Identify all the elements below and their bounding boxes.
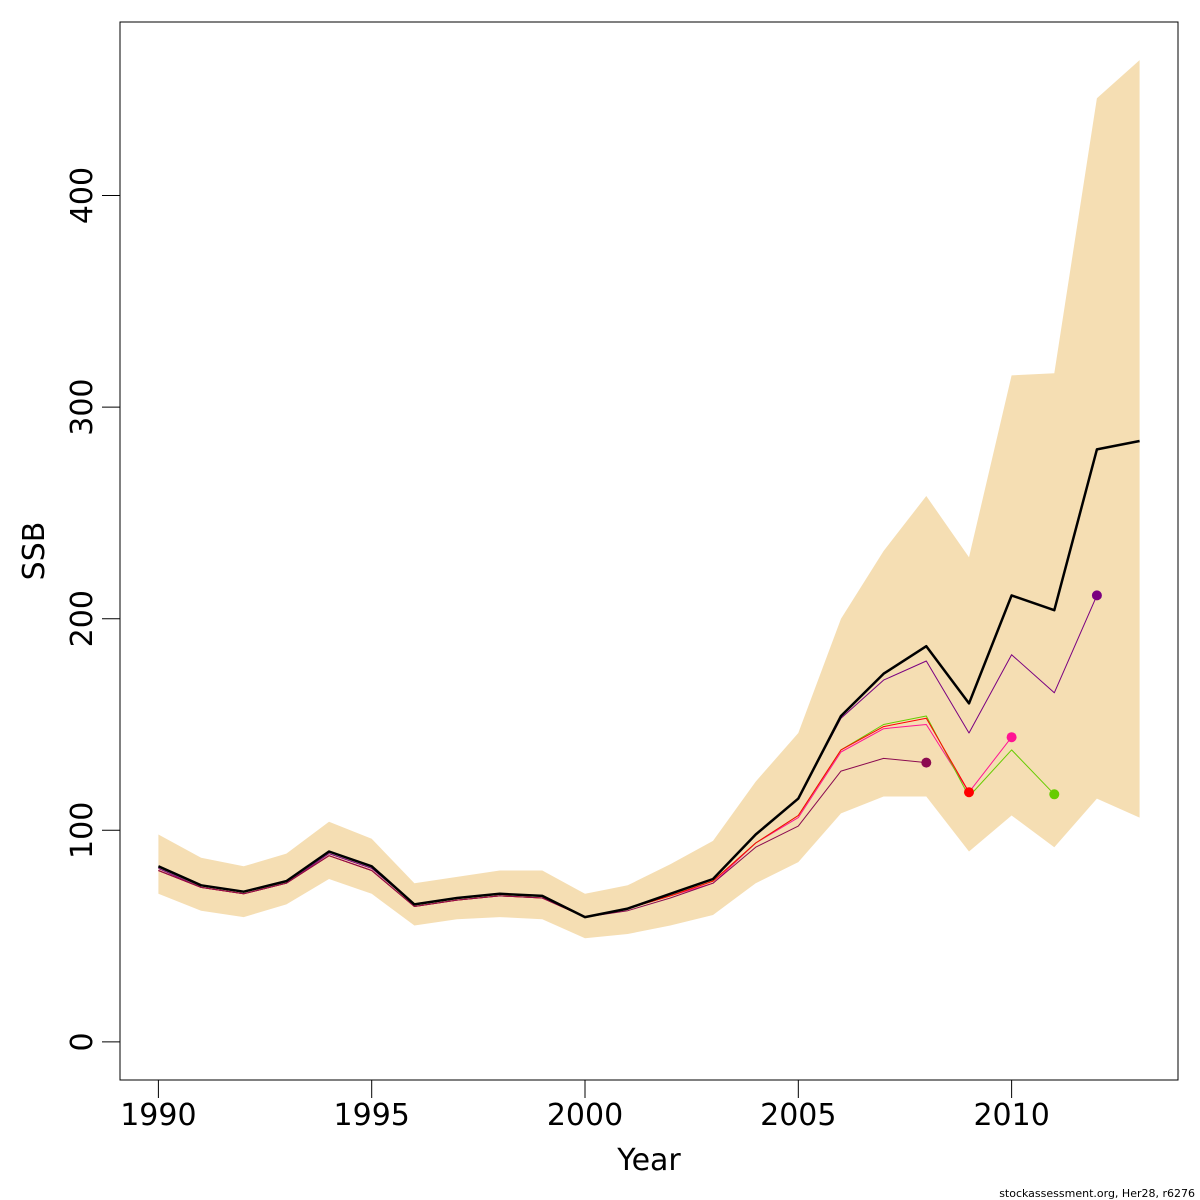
series-end-point-5 xyxy=(921,757,932,768)
y-tick-label: 100 xyxy=(65,802,100,859)
series-end-point-3 xyxy=(1049,789,1060,800)
confidence-band xyxy=(158,60,1140,939)
series-end-point-4 xyxy=(964,787,974,798)
y-axis-title: SSB xyxy=(17,522,52,581)
series-end-point-1 xyxy=(1091,590,1102,601)
series-line-5 xyxy=(158,757,927,918)
credit-text: stockassessment.org, Her28, r6276 xyxy=(999,1187,1195,1200)
x-tick-label: 1990 xyxy=(120,1098,196,1133)
x-axis: 1990 1995 2000 2005 2010 xyxy=(120,1079,1050,1133)
y-tick-label: 200 xyxy=(65,590,100,647)
confidence-band-layer xyxy=(158,60,1140,939)
x-tick-label: 2005 xyxy=(760,1098,836,1133)
x-tick-label: 1995 xyxy=(334,1098,410,1133)
y-tick-label: 400 xyxy=(65,167,100,224)
x-tick-label: 2000 xyxy=(547,1098,623,1133)
y-tick-label: 300 xyxy=(65,378,100,435)
x-tick-label: 2010 xyxy=(973,1098,1049,1133)
y-axis: 0 100 200 300 400 xyxy=(65,167,121,1051)
x-axis-title: Year xyxy=(616,1143,681,1178)
series-layer xyxy=(157,439,1140,919)
series-end-point-2 xyxy=(1006,732,1017,743)
y-tick-label: 0 xyxy=(65,1032,100,1051)
series-line-0 xyxy=(157,439,1140,919)
